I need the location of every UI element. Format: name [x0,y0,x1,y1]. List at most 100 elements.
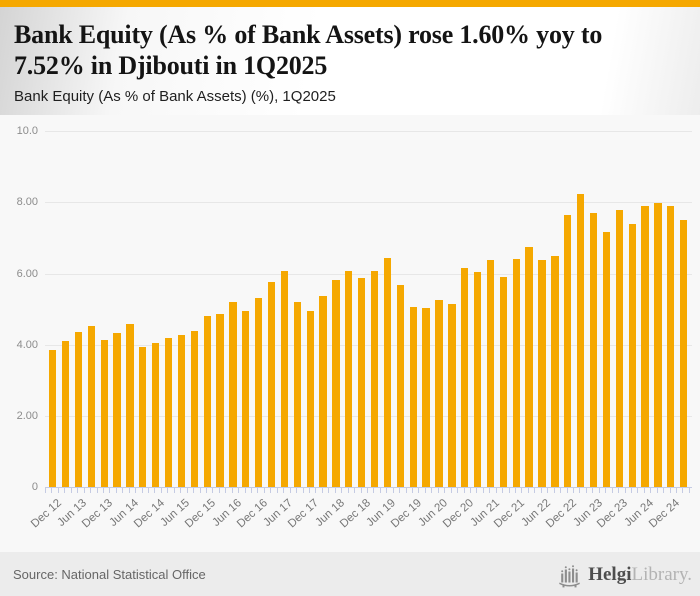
x-axis-tick-mark [154,488,156,493]
bar-jun-24[interactable] [641,206,649,487]
bar-sep-13[interactable] [87,326,95,487]
chart-title-line2: 7.52% in Djibouti in 1Q2025 [14,51,328,80]
bar-mar-16[interactable] [216,313,224,487]
gridline-y6 [45,273,692,275]
bar-jun-20[interactable] [435,299,443,487]
bar-sep-23[interactable] [602,231,611,487]
x-axis-tick-mark [77,488,79,493]
bar-mar-21[interactable] [473,272,482,487]
x-axis-tick-mark [354,488,356,493]
x-axis-tick-mark [51,488,53,493]
bar-sep-20[interactable] [448,304,456,487]
bar-sep-21[interactable] [499,277,508,487]
x-axis-tick-mark [64,488,66,493]
bar-sep-19[interactable] [396,285,404,487]
x-axis-tick-mark [598,488,600,493]
x-axis-tick-mark [676,488,678,493]
x-axis-tick-mark [508,488,510,493]
chart-title-line1: Bank Equity (As % of Bank Assets) rose 1… [14,20,603,49]
x-axis-tick-mark [457,488,459,493]
bar-dec-21[interactable] [512,258,520,487]
x-axis-tick-mark [424,488,426,493]
bar-dec-16[interactable] [255,298,263,487]
bar-mar-14[interactable] [113,332,121,487]
bar-dec-23[interactable] [615,209,623,487]
bar-jun-19[interactable] [383,257,392,487]
bar-mar-20[interactable] [422,308,430,487]
x-axis-tick-mark [656,488,658,493]
bar-mar-24[interactable] [628,223,636,487]
bar-sep-24[interactable] [654,202,662,487]
x-axis-tick-mark [96,488,98,493]
x-axis-tick-mark [289,488,291,493]
x-axis-tick-mark [70,488,72,493]
x-axis-tick-mark [283,488,285,493]
bar-jun-23[interactable] [589,212,598,487]
bar-mar-22[interactable] [525,246,533,487]
x-axis-tick-mark [431,488,433,493]
x-axis-tick-mark [90,488,92,493]
bar-mar-19[interactable] [370,271,379,487]
x-axis-tick-mark [218,488,220,493]
x-axis-tick-mark [482,488,484,493]
bar-mar-25[interactable] [680,219,688,487]
bar-mar-23[interactable] [576,193,585,487]
bar-dec-15[interactable] [203,315,211,487]
bar-mar-13[interactable] [61,341,70,487]
x-axis-tick-mark [296,488,298,493]
x-axis-tick-mark [418,488,420,493]
bar-dec-17[interactable] [306,310,314,487]
bar-dec-13[interactable] [100,339,108,487]
bar-jun-22[interactable] [538,260,546,487]
bar-sep-18[interactable] [345,271,353,487]
bar-jun-17[interactable] [280,271,289,487]
bar-mar-17[interactable] [267,282,276,487]
helgi-library-logo[interactable]: Helgi Library. [558,560,692,590]
x-axis-tick-mark [630,488,632,493]
x-axis-tick-mark [199,488,201,493]
bar-dec-12[interactable] [49,350,57,487]
x-axis-tick-mark [270,488,272,493]
bar-mar-18[interactable] [319,296,327,487]
x-axis-tick-mark [167,488,169,493]
x-axis-tick-mark [592,488,594,493]
gridline-y10 [45,131,692,133]
x-axis-tick-mark [57,488,59,493]
x-axis-tick-mark [109,488,111,493]
x-axis-tick-mark [412,488,414,493]
bar-sep-16[interactable] [242,311,250,487]
bar-dec-24[interactable] [667,206,675,487]
bar-dec-14[interactable] [152,342,160,487]
x-axis-tick-mark [257,488,259,493]
bar-jun-21[interactable] [486,259,495,487]
x-axis-tick-mark [405,488,407,493]
bar-jun-15[interactable] [177,334,186,487]
x-axis-tick-mark [141,488,143,493]
bar-jun-16[interactable] [229,301,237,487]
bar-dec-20[interactable] [461,268,469,487]
bar-mar-15[interactable] [164,337,173,487]
x-axis-tick-mark [347,488,349,493]
x-axis-tick-mark [205,488,207,493]
x-axis-tick-mark [315,488,317,493]
x-axis-tick-mark [476,488,478,493]
x-axis-tick-mark [102,488,104,493]
bar-dec-22[interactable] [564,214,572,487]
bar-sep-17[interactable] [293,302,301,487]
bar-jun-13[interactable] [74,331,83,487]
chart-header: Bank Equity (As % of Bank Assets) rose 1… [0,7,700,115]
gridline-y4 [45,344,692,346]
bar-jun-18[interactable] [332,280,340,487]
bar-sep-14[interactable] [139,346,147,487]
x-axis-tick-mark [186,488,188,493]
bar-dec-19[interactable] [409,307,417,487]
x-axis-tick-mark [135,488,137,493]
bar-sep-22[interactable] [551,256,559,487]
x-axis-tick-mark [321,488,323,493]
bar-jun-14[interactable] [126,323,134,487]
x-axis-tick-mark [399,488,401,493]
bar-sep-15[interactable] [190,330,198,487]
x-axis-tick-mark [502,488,504,493]
bar-dec-18[interactable] [358,278,366,487]
x-axis-tick-mark [605,488,607,493]
